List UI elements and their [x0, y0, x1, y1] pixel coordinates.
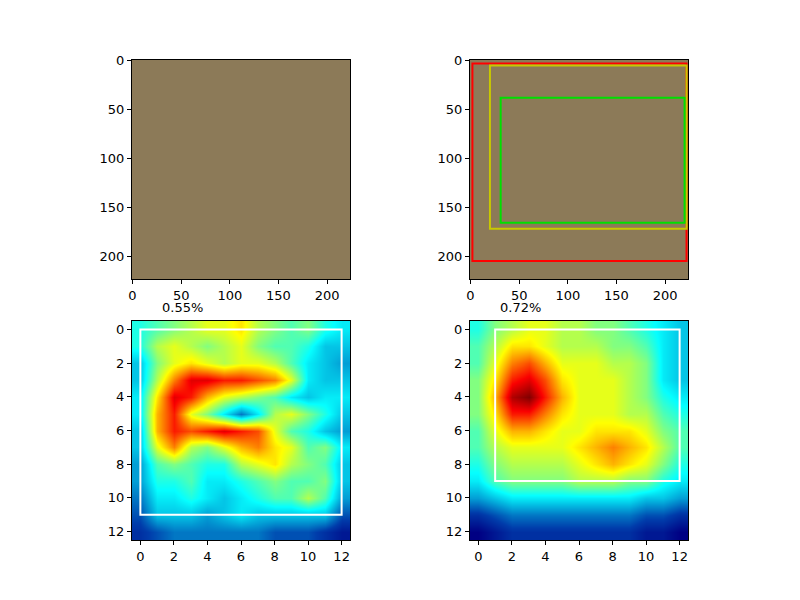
svg-text:50: 50 — [108, 102, 125, 117]
svg-text:10: 10 — [638, 549, 655, 564]
svg-text:0.55%: 0.55% — [162, 300, 203, 315]
svg-text:8: 8 — [116, 457, 124, 472]
svg-text:0: 0 — [116, 322, 124, 337]
svg-text:10: 10 — [446, 490, 463, 505]
svg-text:2: 2 — [116, 356, 124, 371]
svg-text:6: 6 — [116, 423, 124, 438]
svg-text:150: 150 — [438, 200, 463, 215]
svg-text:50: 50 — [511, 288, 528, 303]
svg-text:10: 10 — [108, 490, 125, 505]
svg-text:12: 12 — [333, 549, 350, 564]
svg-text:0.72%: 0.72% — [500, 300, 541, 315]
svg-text:150: 150 — [266, 288, 291, 303]
svg-text:4: 4 — [203, 549, 211, 564]
svg-text:150: 150 — [604, 288, 629, 303]
svg-text:150: 150 — [100, 200, 125, 215]
svg-text:2: 2 — [508, 549, 516, 564]
svg-text:4: 4 — [116, 389, 124, 404]
svg-text:50: 50 — [173, 288, 190, 303]
svg-text:0: 0 — [136, 549, 144, 564]
svg-text:8: 8 — [270, 549, 278, 564]
svg-text:50: 50 — [446, 102, 463, 117]
svg-text:12: 12 — [671, 549, 688, 564]
svg-text:10: 10 — [300, 549, 317, 564]
svg-text:100: 100 — [555, 288, 580, 303]
svg-text:6: 6 — [575, 549, 583, 564]
svg-text:100: 100 — [217, 288, 242, 303]
svg-text:0: 0 — [454, 53, 462, 68]
svg-text:4: 4 — [541, 549, 549, 564]
svg-text:8: 8 — [608, 549, 616, 564]
svg-text:200: 200 — [100, 249, 125, 264]
svg-text:12: 12 — [108, 524, 125, 539]
svg-text:100: 100 — [100, 151, 125, 166]
svg-text:6: 6 — [454, 423, 462, 438]
svg-text:8: 8 — [454, 457, 462, 472]
svg-text:0: 0 — [474, 549, 482, 564]
svg-text:2: 2 — [454, 356, 462, 371]
svg-text:200: 200 — [438, 249, 463, 264]
svg-text:100: 100 — [438, 151, 463, 166]
svg-text:0: 0 — [454, 322, 462, 337]
svg-text:200: 200 — [653, 288, 678, 303]
svg-text:4: 4 — [454, 389, 462, 404]
svg-text:6: 6 — [237, 549, 245, 564]
svg-text:2: 2 — [170, 549, 178, 564]
svg-text:0: 0 — [466, 288, 474, 303]
svg-text:12: 12 — [446, 524, 463, 539]
svg-text:0: 0 — [128, 288, 136, 303]
svg-text:0: 0 — [116, 53, 124, 68]
svg-text:200: 200 — [315, 288, 340, 303]
